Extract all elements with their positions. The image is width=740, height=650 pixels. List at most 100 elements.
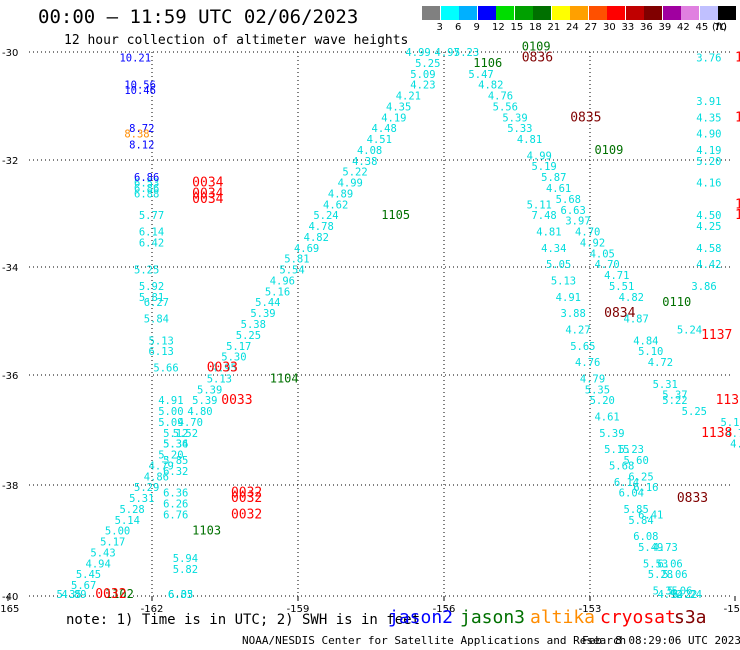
swh-label: 4.76 <box>488 91 513 103</box>
legend-altika: altika <box>530 607 596 628</box>
swh-label: 5.85 <box>624 504 649 516</box>
cryosat-time-label: 113 <box>735 50 740 65</box>
pass-time-label: 1102 <box>105 587 134 601</box>
swh-label: 4.79 <box>149 460 174 472</box>
swh-label: 4.82 <box>619 292 644 304</box>
swh-label: 5.22 <box>672 589 697 601</box>
swh-label: 5.06 <box>662 569 687 581</box>
pass-time-label: 0109 <box>522 40 551 54</box>
cryosat-time-label: 1137 <box>701 328 732 343</box>
swh-label: 5.20 <box>696 156 721 168</box>
color-scale-swatch <box>533 6 551 20</box>
swh-label: 5.37 <box>662 390 687 402</box>
color-scale-swatch <box>699 6 718 20</box>
color-scale-label: 27 <box>584 22 598 33</box>
swh-label: 5.23 <box>454 47 479 59</box>
swh-label: 5.39 <box>502 112 527 124</box>
swh-label: 5.38 <box>241 319 266 331</box>
swh-label: 4.21 <box>396 91 421 103</box>
pass-time-label: 0110 <box>662 295 691 309</box>
swh-label: 5.77 <box>139 210 164 222</box>
color-scale-label: 45 <box>695 22 709 33</box>
swh-label: 4.19 <box>381 112 406 124</box>
swh-label: 5.11 <box>527 199 552 211</box>
swh-label: 5.24 <box>313 210 338 222</box>
swh-label: 4.38 <box>352 156 377 168</box>
swh-label: 4.71 <box>604 270 629 282</box>
pass-time-label: 0109 <box>594 143 623 157</box>
cryosat-time-label: 1138 <box>716 393 740 408</box>
color-scale-swatch <box>662 6 681 20</box>
longitude-label: -150 <box>724 604 740 615</box>
swh-label: 6.13 <box>149 346 174 358</box>
swh-label: 4.82 <box>478 80 503 92</box>
swh-label: 5.13 <box>551 275 576 287</box>
color-scale-label: 42 <box>677 22 690 33</box>
swh-label: 5.28 <box>648 569 673 581</box>
color-scale-swatch <box>459 6 477 20</box>
color-scale-swatch <box>496 6 514 20</box>
jason2-label: 10.46 <box>124 85 156 97</box>
cryosat-time-label: 0034 <box>192 176 223 191</box>
swh-label: 6.41 <box>638 509 663 521</box>
swh-label: 4.84 <box>633 335 658 347</box>
swh-label: 6.53 <box>134 178 159 190</box>
color-scale-label: 30 <box>603 22 616 33</box>
longitude-label: -153 <box>579 604 602 615</box>
swh-label: 5.10 <box>638 346 663 358</box>
swh-label: 4.58 <box>696 243 721 255</box>
swh-label: 5.44 <box>255 297 280 309</box>
swh-label: 4.90 <box>696 129 721 141</box>
swh-label: 5.51 <box>609 281 634 293</box>
s3a-time-label: 0835 <box>570 110 601 125</box>
swh-label: 4.69 <box>294 243 319 255</box>
swh-label: 6.04 <box>619 488 644 500</box>
color-scale-label: 12 <box>492 22 505 33</box>
note-text: note: 1) Time is in UTC; 2) SWH is in fe… <box>66 612 421 628</box>
jason2-label: 10.56 <box>124 80 156 92</box>
swh-label: 5.16 <box>265 286 290 298</box>
jason2-label: 10.21 <box>119 52 151 64</box>
swh-label: 5.09 <box>410 69 435 81</box>
swh-label: 5.17 <box>226 341 251 353</box>
swh-label: 5.12 <box>163 428 188 440</box>
swh-label: 6.16 <box>633 482 658 494</box>
swh-label: 4.78 <box>308 221 333 233</box>
color-scale-label: 6 <box>455 22 462 33</box>
color-scale-swatch <box>681 6 699 20</box>
swh-label: 4.70 <box>594 259 619 271</box>
swh-label: 5.52 <box>173 428 198 440</box>
swh-label: 5.31 <box>129 493 154 505</box>
swh-label: 5.28 <box>119 504 144 516</box>
swh-label: 6.76 <box>163 509 188 521</box>
cryosat-time-label: 113 <box>735 208 740 223</box>
swh-label: 5.05 <box>546 259 571 271</box>
cryosat-time-label: 113 <box>735 197 740 212</box>
swh-label: 5.67 <box>71 580 96 592</box>
swh-label: 4.50 <box>696 210 721 222</box>
swh-label: 5.31 <box>653 379 678 391</box>
pass-time-label: 1104 <box>270 371 299 385</box>
swh-label: 5.54 <box>279 265 304 277</box>
swh-label: 6.26 <box>163 499 188 511</box>
swh-label: 5.06 <box>667 586 692 598</box>
swh-label: 5.29 <box>134 482 159 494</box>
swh-label: 4.81 <box>517 134 542 146</box>
swh-label: 5.13 <box>149 335 174 347</box>
swh-label: 4.87 <box>624 314 649 326</box>
swh-label: 5.33 <box>507 123 532 135</box>
longitude-label: -162 <box>141 604 164 615</box>
swh-label: 4.51 <box>367 134 392 146</box>
swh-label: 4.80 <box>187 406 212 418</box>
swh-label: 4.82 <box>304 232 329 244</box>
latitude-label: -40 <box>2 592 18 603</box>
swh-label: 4.94 <box>86 558 111 570</box>
swh-label: 4.23 <box>410 80 435 92</box>
latitude-label: -36 <box>2 371 18 382</box>
swh-label: 6.36 <box>163 488 188 500</box>
swh-label: 4.25 <box>696 221 721 233</box>
color-scale-label: 15 <box>510 22 524 33</box>
swh-label: 5.85 <box>163 455 188 467</box>
swh-label: 4.19 <box>696 145 721 157</box>
